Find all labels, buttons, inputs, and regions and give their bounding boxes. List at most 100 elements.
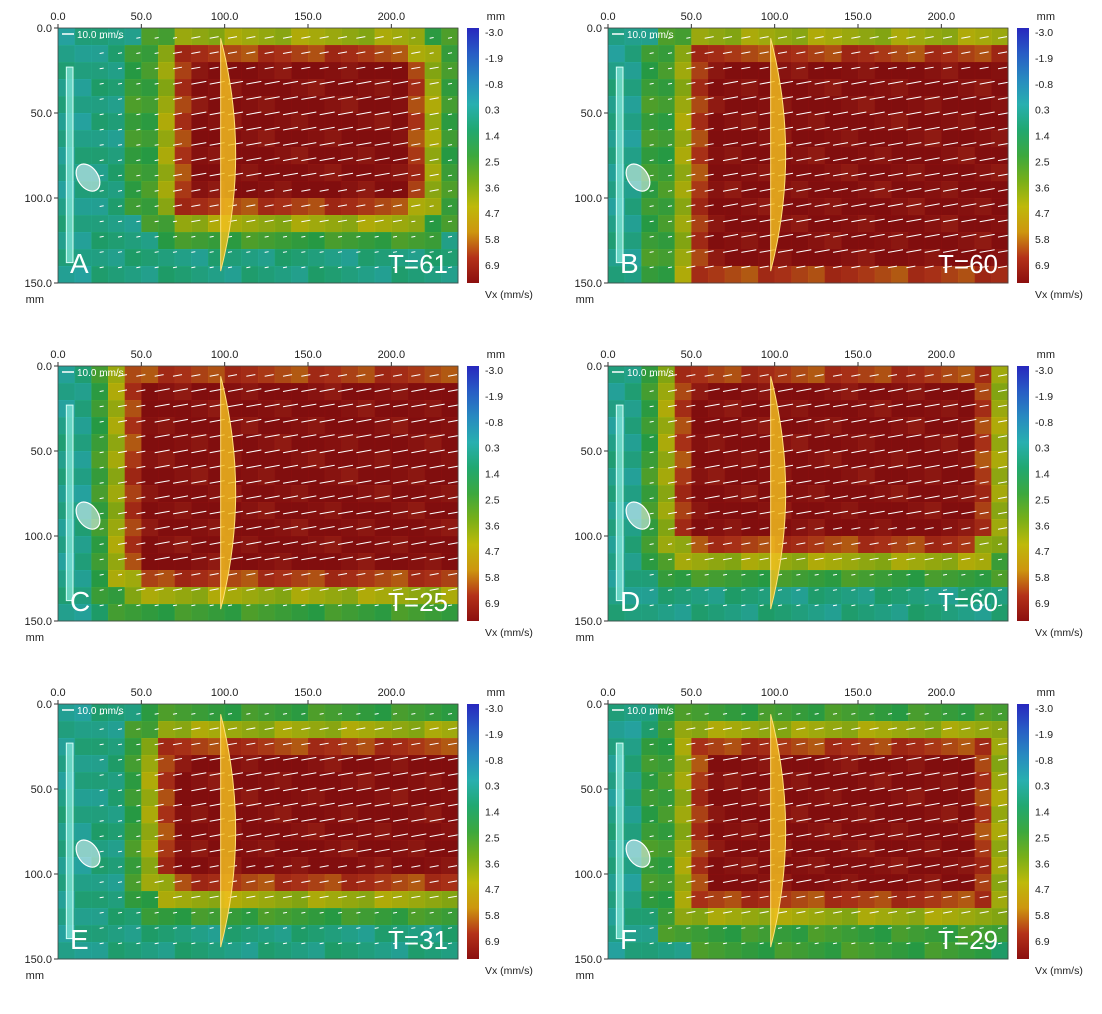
velocity-arrow xyxy=(191,942,196,945)
heatmap-cell xyxy=(691,366,709,384)
velocity-arrow xyxy=(99,712,104,715)
velocity-arrow xyxy=(374,942,379,945)
heatmap-cell xyxy=(274,96,292,114)
heatmap-cell xyxy=(174,400,192,418)
velocity-arrow xyxy=(759,712,764,715)
heatmap-cell xyxy=(858,62,876,80)
velocity-arrow xyxy=(154,942,159,945)
heatmap-cell xyxy=(308,587,326,605)
velocity-arrow xyxy=(411,127,421,131)
heatmap-cell xyxy=(891,79,909,97)
velocity-arrow xyxy=(172,464,189,469)
velocity-arrow xyxy=(924,203,940,207)
heatmap-cell xyxy=(358,891,376,909)
heatmap-cell xyxy=(424,942,442,960)
heatmap-cell xyxy=(708,366,726,384)
heatmap-cell xyxy=(991,570,1009,588)
heatmap-cell xyxy=(774,587,792,605)
velocity-arrow xyxy=(906,604,911,607)
velocity-arrow xyxy=(301,235,306,238)
velocity-arrow xyxy=(796,742,806,746)
velocity-arrow xyxy=(301,865,311,868)
velocity-arrow xyxy=(337,142,354,146)
x-unit-label: mm xyxy=(487,687,505,699)
heatmap-cell xyxy=(391,266,409,284)
heatmap-cell xyxy=(158,604,176,622)
heatmap-cell xyxy=(408,79,426,97)
heatmap-cell xyxy=(991,434,1009,452)
velocity-arrow xyxy=(136,728,141,730)
velocity-arrow xyxy=(832,712,838,715)
velocity-arrow xyxy=(209,36,219,39)
heatmap-cell xyxy=(441,874,459,892)
velocity-arrow xyxy=(924,727,934,730)
velocity-arrow xyxy=(869,157,885,162)
heatmap-cell xyxy=(708,181,726,199)
velocity-arrow xyxy=(979,51,989,54)
velocity-arrow xyxy=(667,881,673,883)
velocity-arrow xyxy=(136,572,146,576)
colorbar-tick-label: 3.6 xyxy=(1035,182,1050,194)
heatmap-cell xyxy=(958,704,976,722)
heatmap-cell xyxy=(174,130,192,148)
velocity-arrow xyxy=(832,80,849,85)
velocity-arrow xyxy=(686,542,696,545)
velocity-arrow xyxy=(209,235,214,238)
lens-shape xyxy=(220,38,237,272)
velocity-arrow xyxy=(686,127,696,131)
heatmap-cell xyxy=(841,485,859,503)
velocity-arrow xyxy=(374,235,379,238)
velocity-arrow xyxy=(117,527,128,530)
velocity-arrow xyxy=(814,96,830,100)
heatmap-cell xyxy=(624,908,642,926)
velocity-arrow xyxy=(264,895,274,899)
velocity-arrow xyxy=(301,911,306,914)
colorbar-tick-label: 0.3 xyxy=(485,105,500,117)
heatmap-cell xyxy=(191,383,209,401)
y-tick-label: 100.0 xyxy=(24,531,52,543)
time-label: T=60 xyxy=(938,249,998,279)
velocity-arrow xyxy=(667,404,678,408)
velocity-arrow xyxy=(172,880,183,883)
velocity-arrow xyxy=(906,589,911,591)
heatmap-cell xyxy=(141,587,159,605)
velocity-arrow xyxy=(392,235,398,238)
heatmap-cell xyxy=(841,704,859,722)
heatmap-cell xyxy=(424,721,442,739)
heatmap-cell xyxy=(358,147,376,165)
heatmap-cell xyxy=(808,925,826,943)
velocity-arrow xyxy=(392,942,398,945)
velocity-arrow xyxy=(301,66,311,70)
heatmap-cell xyxy=(824,164,842,182)
scale-label: 10.0 mm/s xyxy=(77,30,124,41)
heatmap-cell xyxy=(291,417,309,435)
heatmap-cell xyxy=(924,113,942,131)
heatmap-cell xyxy=(891,130,909,148)
heatmap-cell xyxy=(141,45,159,63)
heatmap-cell xyxy=(358,451,376,469)
velocity-arrow xyxy=(887,157,904,162)
heatmap-cell xyxy=(724,198,742,216)
heatmap-cell xyxy=(391,789,409,807)
velocity-arrow xyxy=(686,419,696,423)
velocity-arrow xyxy=(154,52,159,54)
velocity-arrow xyxy=(997,589,1003,591)
heatmap-cell xyxy=(108,806,126,824)
velocity-arrow xyxy=(172,266,178,269)
heatmap-cell xyxy=(724,772,742,790)
heatmap-cell xyxy=(724,908,742,926)
velocity-arrow xyxy=(979,374,989,377)
heatmap-cell xyxy=(624,400,642,418)
heatmap-cell xyxy=(424,468,442,486)
fin-shape xyxy=(625,501,651,530)
velocity-arrow xyxy=(356,604,361,607)
heatmap-cell xyxy=(858,789,876,807)
heatmap-cell xyxy=(691,113,709,131)
x-tick-label: 50.0 xyxy=(681,687,702,699)
velocity-arrow xyxy=(191,464,207,469)
velocity-arrow xyxy=(117,542,128,545)
velocity-arrow xyxy=(411,526,427,530)
velocity-arrow xyxy=(686,143,696,146)
velocity-arrow xyxy=(117,789,123,792)
colorbar-tick-label: 3.6 xyxy=(1035,858,1050,870)
